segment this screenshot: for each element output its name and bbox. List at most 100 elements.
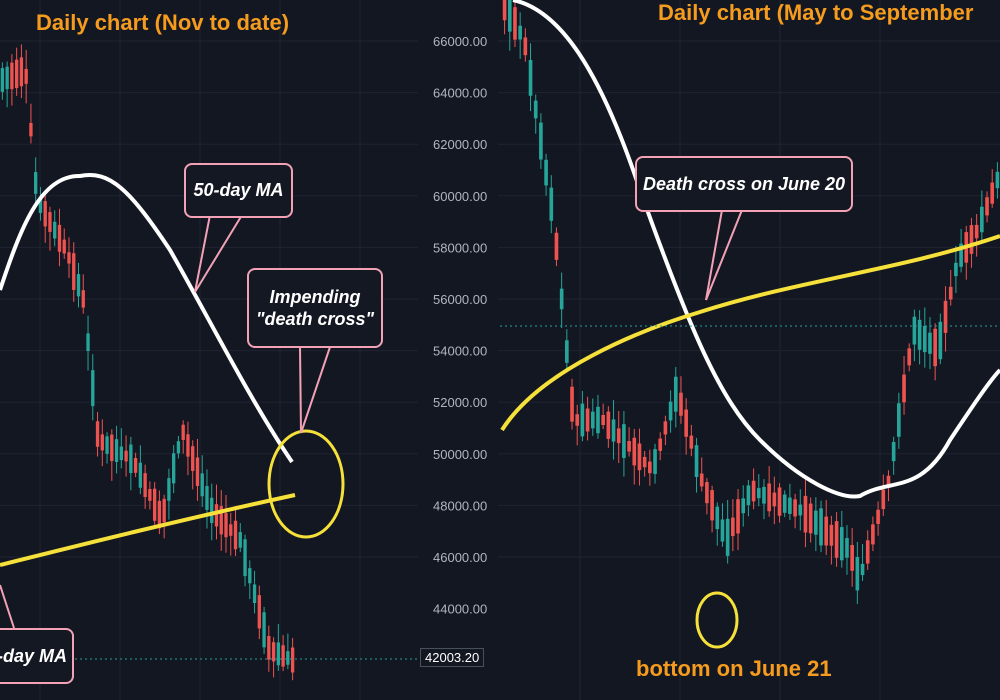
cross-pointer-a (299, 346, 302, 434)
candle-body (252, 584, 257, 604)
candle-body (502, 0, 507, 21)
candle-body (67, 252, 71, 264)
candle-body (705, 482, 709, 504)
candle-body (539, 122, 543, 160)
candle-body (57, 224, 62, 252)
candle-body (195, 457, 200, 486)
last-price-tag: 42003.20 (420, 648, 485, 667)
candle-body (210, 497, 214, 524)
candle-body (777, 487, 782, 516)
left-ma50-line (0, 173, 294, 464)
candle-body (533, 100, 538, 119)
candle-body (186, 434, 190, 457)
y-tick-label: 62000.00 (433, 137, 487, 152)
candle-body (974, 224, 979, 239)
candle-body (907, 348, 912, 366)
y-tick-label: 46000.00 (433, 550, 487, 565)
candle-body (601, 414, 605, 426)
candle-body (689, 435, 694, 449)
candle-body (129, 444, 133, 474)
candle-body (814, 510, 818, 535)
y-tick-label: 58000.00 (433, 240, 487, 255)
candle-body (590, 411, 595, 429)
candle-body (281, 645, 285, 667)
candle-body (248, 568, 252, 584)
candle-body (565, 340, 569, 363)
candle-body (990, 182, 995, 204)
candle-body (48, 212, 52, 232)
y-tick-label: 60000.00 (433, 189, 487, 204)
candle-body (507, 0, 512, 32)
left-candles (0, 44, 295, 681)
candle-body (580, 403, 585, 437)
candle-body (673, 376, 678, 412)
candle-body (834, 521, 839, 558)
candle-body (157, 500, 162, 529)
candle-body (850, 545, 854, 571)
right-chart-title: Daily chart (May to September (658, 0, 974, 25)
candle-body (891, 441, 896, 462)
candle-body (632, 437, 637, 466)
candle-body (10, 62, 14, 90)
ma200-callout-text: -day MA (0, 646, 67, 666)
candle-body (762, 486, 766, 504)
candle-body (585, 408, 590, 432)
y-tick-label: 44000.00 (433, 602, 487, 617)
candle-body (715, 506, 720, 530)
candle-body (29, 122, 33, 137)
candle-body (954, 262, 958, 277)
candle-body (746, 485, 751, 506)
ma50-pointer-a (194, 214, 211, 293)
candle-body (38, 198, 43, 213)
candle-body (152, 488, 157, 521)
candle-body (243, 539, 247, 577)
candle-body (34, 172, 38, 194)
candle-body (871, 524, 875, 545)
candle-body (238, 532, 242, 548)
ma200-pointer (0, 584, 15, 629)
right-ma50-line (512, 0, 1000, 499)
june20-pointer-a (705, 209, 723, 301)
candle-body (5, 66, 9, 90)
candle-body (720, 519, 725, 542)
candle-body (124, 450, 128, 462)
candle-body (648, 461, 652, 474)
candle-body (200, 473, 204, 497)
axis-strip (418, 0, 498, 700)
y-tick-label: 54000.00 (433, 344, 487, 359)
candle-body (917, 319, 922, 350)
candle-body (788, 497, 792, 514)
candle-body (167, 478, 171, 501)
candle-body (684, 409, 688, 437)
y-tick-label: 56000.00 (433, 292, 487, 307)
candle-body (181, 424, 185, 440)
death-cross-june20-text: Death cross on June 20 (642, 174, 846, 194)
candle-body (276, 642, 281, 666)
candle-body (95, 421, 100, 447)
candle-body (554, 232, 559, 260)
y-tick-label: 66000.00 (433, 34, 487, 49)
candle-body (138, 462, 143, 488)
candle-body (897, 403, 901, 437)
candle-body (886, 475, 891, 488)
candle-body (19, 57, 24, 87)
impending-text: Impending (269, 287, 361, 307)
candle-body (902, 374, 906, 403)
candle-body (731, 517, 735, 537)
candle-body (637, 443, 642, 471)
y-tick-label: 64000.00 (433, 86, 487, 101)
candle-body (798, 504, 803, 516)
candle-body (528, 60, 533, 96)
candle-body (943, 300, 948, 333)
candle-body (119, 446, 123, 461)
candle-body (262, 612, 266, 648)
right-ma200-line (500, 234, 1000, 432)
candle-body (606, 411, 611, 439)
candle-body (611, 419, 616, 442)
left-chart-title: Daily chart (Nov to date) (36, 10, 289, 35)
candle-body (663, 421, 668, 435)
candle-body (110, 434, 114, 462)
candle-body (148, 489, 152, 501)
candle-body (596, 406, 600, 434)
